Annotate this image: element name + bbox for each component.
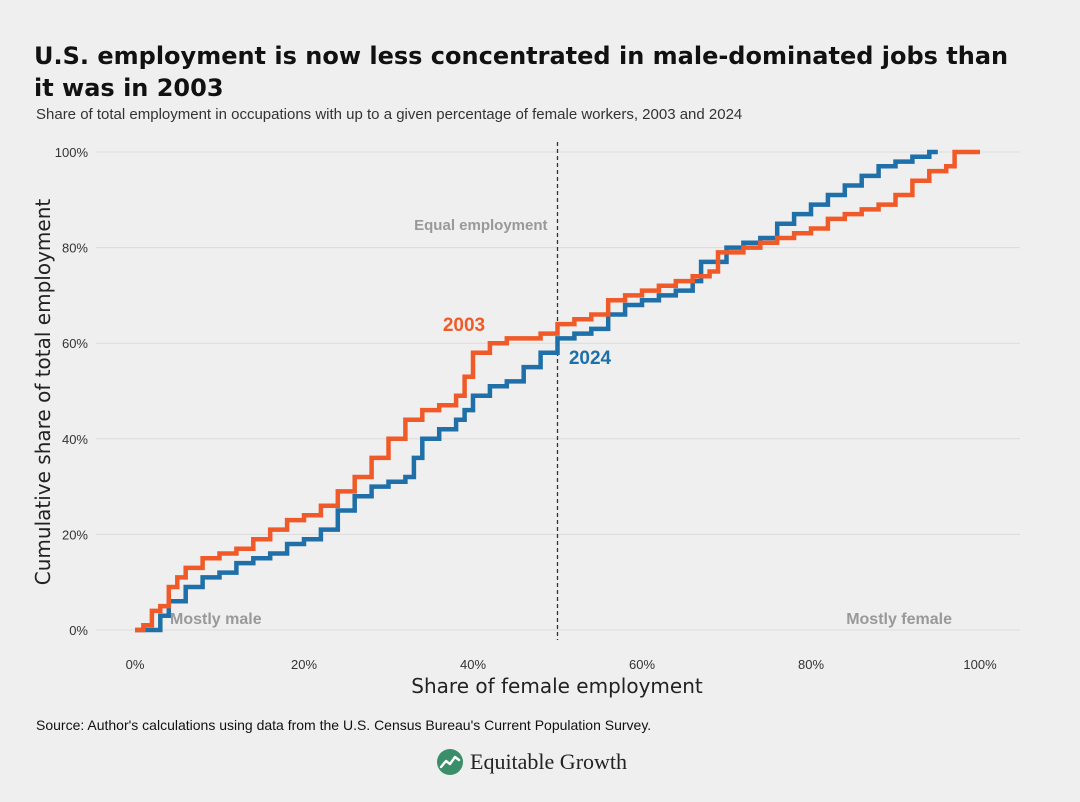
- series-label-2024: 2024: [569, 348, 612, 369]
- x-axis-title: Share of female employment: [411, 674, 703, 698]
- y-tick-label: 20%: [62, 527, 88, 542]
- y-tick-label: 100%: [55, 145, 89, 160]
- equal-employment-label: Equal employment: [414, 217, 547, 234]
- chart-subtitle: Share of total employment in occupations…: [36, 106, 743, 123]
- publisher-logo: Equitable Growth: [436, 746, 627, 778]
- mostly-male-label: Mostly male: [170, 611, 262, 628]
- x-tick-label: 60%: [629, 657, 655, 672]
- chart-title: U.S. employment is now less concentrated…: [34, 42, 1009, 102]
- y-tick-label: 40%: [62, 432, 88, 447]
- series-line-2003: [135, 149, 980, 633]
- x-tick-label: 20%: [291, 657, 317, 672]
- x-tick-label: 0%: [126, 657, 145, 672]
- y-axis-title: Cumulative share of total employment: [31, 199, 55, 586]
- growth-logo-icon: [437, 749, 463, 775]
- series-label-2003: 2003: [443, 315, 485, 336]
- source-note: Source: Author's calculations using data…: [36, 717, 652, 733]
- series-line-2024: [135, 149, 938, 633]
- x-tick-label: 40%: [460, 657, 486, 672]
- logo-text: Equitable Growth: [470, 749, 628, 774]
- y-tick-label: 60%: [62, 336, 88, 351]
- mostly-female-label: Mostly female: [846, 611, 952, 628]
- x-tick-label: 100%: [963, 657, 997, 672]
- y-tick-label: 80%: [62, 241, 88, 256]
- x-tick-label: 80%: [798, 657, 824, 672]
- line-chart: 0% 20% 40% 60% 80% 100% 0% 20% 40% 60% 80% 100% Shar…: [31, 142, 1020, 698]
- y-tick-label: 0%: [69, 623, 88, 638]
